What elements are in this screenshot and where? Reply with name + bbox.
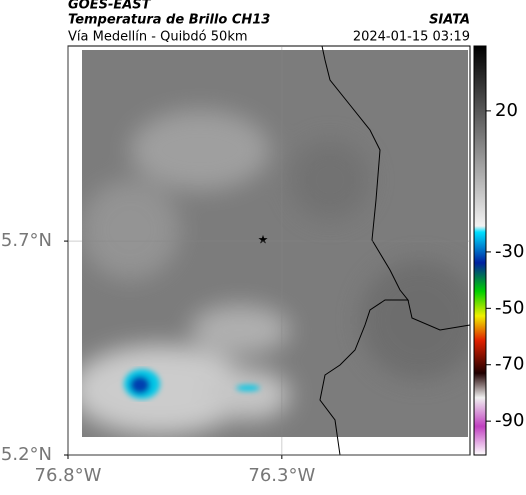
- colorbar-tick-label: 20: [495, 100, 518, 121]
- colorbar: [473, 45, 487, 456]
- y-tick-label: 5.7°N: [1, 230, 52, 251]
- colorbar-tick-label: -70: [495, 354, 524, 375]
- x-tick-label: 76.3°W: [248, 465, 315, 486]
- timestamp: 2024-01-15 03:19: [353, 30, 470, 45]
- location-marker: ★: [258, 233, 269, 247]
- colorbar-tick-label: -50: [495, 297, 524, 318]
- subtitle: Temperatura de Brillo CH13: [68, 13, 270, 28]
- route: Vía Medellín - Quibdó 50km: [68, 30, 248, 45]
- title: GOES-EAST: [68, 0, 152, 13]
- x-tick-label: 76.8°W: [35, 465, 102, 486]
- source: SIATA: [429, 13, 470, 28]
- colorbar-tick-label: -30: [495, 241, 524, 262]
- borders: [319, 45, 471, 456]
- satellite-image: [82, 50, 468, 437]
- y-tick-label: 5.2°N: [1, 444, 52, 465]
- colorbar-tick-label: -90: [495, 410, 524, 431]
